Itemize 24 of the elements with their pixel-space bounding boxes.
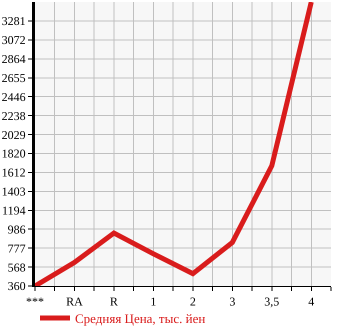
x-tick-label: 3,5 — [264, 294, 280, 308]
y-tick-label: 1612 — [2, 166, 26, 180]
y-tick-label: 2446 — [2, 90, 26, 104]
x-tick-label: 2 — [190, 294, 196, 308]
y-tick-label: 1194 — [2, 204, 26, 218]
x-tick-label: 1 — [150, 294, 156, 308]
y-tick-label: 2029 — [2, 128, 26, 142]
y-tick-label: 1403 — [2, 184, 26, 199]
x-tick-label: RA — [66, 294, 84, 308]
y-tick-label: 777 — [8, 241, 26, 256]
legend-label: Средняя Цена, тыс. йен — [75, 311, 206, 326]
y-tick-label: 2655 — [2, 70, 26, 85]
y-tick-label: 568 — [8, 260, 26, 274]
x-tick-label: 4 — [308, 294, 314, 308]
x-tick-label: 3 — [229, 294, 236, 308]
y-tick-label: 1820 — [2, 146, 26, 161]
y-tick-label: 3072 — [2, 33, 26, 48]
y-tick-label: 2238 — [2, 108, 26, 123]
y-tick-label: 986 — [8, 222, 26, 236]
y-tick-label: 360 — [8, 279, 26, 294]
x-tick-label: *** — [26, 294, 44, 308]
y-tick-label: 3281 — [2, 14, 26, 28]
x-tick-label: R — [110, 294, 118, 308]
y-tick-label: 2864 — [2, 52, 26, 66]
